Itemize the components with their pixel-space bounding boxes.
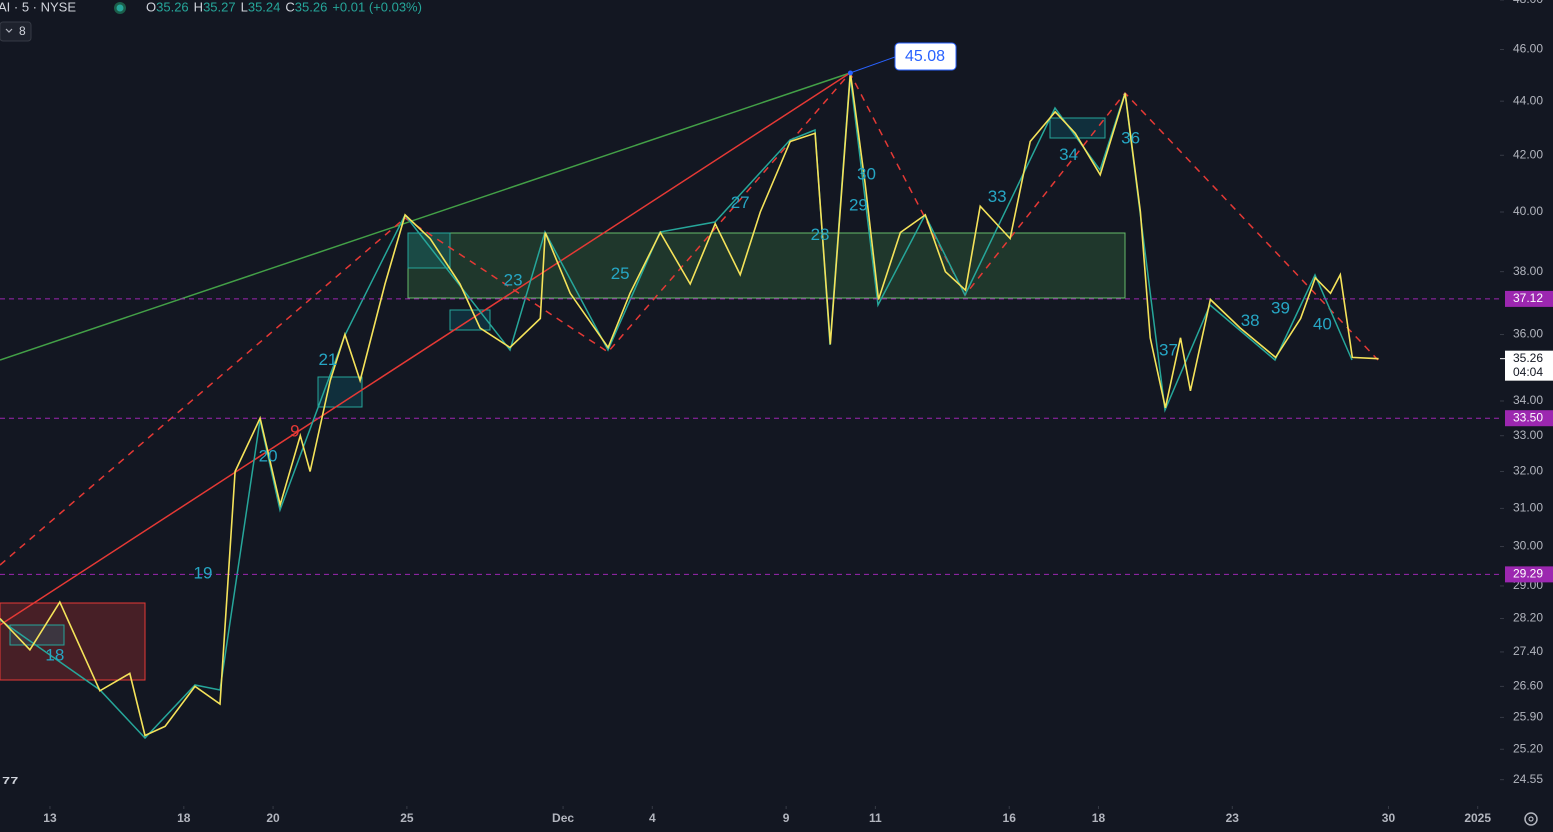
- y-tick-label: 32.00: [1513, 464, 1543, 478]
- time-axis: [0, 806, 1500, 832]
- x-tick-label: 30: [1382, 811, 1396, 825]
- x-tick-label: 16: [1003, 811, 1017, 825]
- y-tick-label: 33.00: [1513, 428, 1543, 442]
- wave-label: 21: [318, 350, 337, 369]
- peak-label: 45.08: [905, 48, 945, 65]
- drawings: [0, 56, 1379, 740]
- wave-label: 18: [45, 646, 64, 665]
- level-label: 37.12: [1513, 291, 1543, 305]
- countdown: 04:04: [1513, 365, 1543, 379]
- series-group: [0, 72, 1379, 737]
- level-label: 29.29: [1513, 567, 1543, 581]
- ohlc-value: 35.27: [203, 0, 236, 14]
- y-tick-label: 25.20: [1513, 741, 1543, 755]
- x-tick-label: 18: [177, 811, 191, 825]
- y-tick-label: 25.90: [1513, 710, 1543, 724]
- ohlc-value: 35.26: [156, 0, 189, 14]
- wave-label: 9: [290, 422, 299, 441]
- y-tick-label: 28.20: [1513, 611, 1543, 625]
- status-dot: [116, 4, 124, 12]
- header: AI · 5 · NYSE 8: [0, 0, 126, 42]
- wave-label: 19: [194, 563, 213, 582]
- ohlc-value: 35.24: [248, 0, 281, 14]
- indicator-count: 8: [19, 24, 26, 38]
- peak-connector: [849, 56, 896, 74]
- peak-box: [894, 42, 957, 71]
- price-line: [0, 72, 1379, 737]
- x-tick-label: 18: [1092, 811, 1106, 825]
- wave-label: 30: [857, 164, 876, 183]
- chevron: [5, 28, 13, 33]
- gear[interactable]: [1524, 812, 1538, 826]
- x-tick-label: 23: [1226, 811, 1240, 825]
- level-box: [1505, 290, 1553, 307]
- wave-label: 23: [504, 270, 523, 289]
- ohlc-key: C: [285, 0, 294, 14]
- x-tick-label: 20: [266, 811, 280, 825]
- current-price: 35.26: [1513, 351, 1543, 365]
- wave-label: 20: [259, 447, 278, 466]
- small-zone: [1049, 117, 1106, 139]
- wave-label: 38: [1241, 311, 1260, 330]
- y-tick-label: 44.00: [1513, 93, 1543, 107]
- y-tick-label: 30.00: [1513, 539, 1543, 553]
- x-tick-label: 4: [649, 811, 656, 825]
- x-tick-label: 25: [400, 811, 414, 825]
- indicator-toggle[interactable]: [0, 21, 32, 42]
- peak-point: [847, 70, 853, 76]
- ohlc-key: H: [194, 0, 203, 14]
- wave-label: 33: [988, 187, 1007, 206]
- y-tick-label: 26.60: [1513, 679, 1543, 693]
- ohlc-key: L: [241, 0, 248, 14]
- wave-label: 27: [731, 193, 750, 212]
- small-zone: [9, 624, 65, 646]
- trend-line: [0, 72, 851, 626]
- wave-label: 40: [1313, 314, 1332, 333]
- logo: ⁷⁷: [2, 772, 19, 794]
- x-tick-label: 2025: [1464, 811, 1491, 825]
- y-tick-label: 34.00: [1513, 393, 1543, 407]
- wave-label: 28: [811, 225, 830, 244]
- level-label: 33.50: [1513, 410, 1543, 424]
- red-zone: [0, 602, 146, 681]
- wave-label: 29: [849, 196, 868, 215]
- x-tick-label: Dec: [552, 811, 574, 825]
- small-zone: [407, 232, 451, 269]
- trend-line: [0, 72, 851, 361]
- wave-label: 37: [1159, 340, 1178, 359]
- wave-label: 36: [1121, 128, 1140, 147]
- gear-icon[interactable]: [1524, 812, 1538, 826]
- y-tick-label: 31.00: [1513, 501, 1543, 515]
- x-tick-label: 11: [869, 811, 882, 825]
- y-tick-label: 42.00: [1513, 147, 1543, 161]
- wave-label: 39: [1271, 298, 1290, 317]
- y-tick-label: 48.00: [1513, 0, 1543, 6]
- y-tick-label: 46.00: [1513, 42, 1543, 56]
- symbol: AI · 5 · NYSE: [0, 0, 76, 14]
- wave-label: 34: [1059, 145, 1078, 164]
- y-tick-label: 27.40: [1513, 644, 1543, 658]
- ohlc-value: 35.26: [295, 0, 328, 14]
- y-tick-label: 24.55: [1513, 772, 1543, 786]
- current-price-box: [1505, 350, 1553, 381]
- x-tick-label: 9: [783, 811, 790, 825]
- gear-center: [1528, 816, 1534, 822]
- ohlc-key: O: [146, 0, 156, 14]
- level-box: [1505, 410, 1553, 427]
- level-box: [1505, 566, 1553, 583]
- y-tick-label: 38.00: [1513, 264, 1543, 278]
- wave-label: 25: [611, 264, 630, 283]
- change: +0.01 (+0.03%): [332, 0, 422, 14]
- x-tick-label: 13: [43, 811, 57, 825]
- y-tick-label: 36.00: [1513, 327, 1543, 341]
- teal-zigzag: [0, 74, 1353, 740]
- y-tick-label: 40.00: [1513, 204, 1543, 218]
